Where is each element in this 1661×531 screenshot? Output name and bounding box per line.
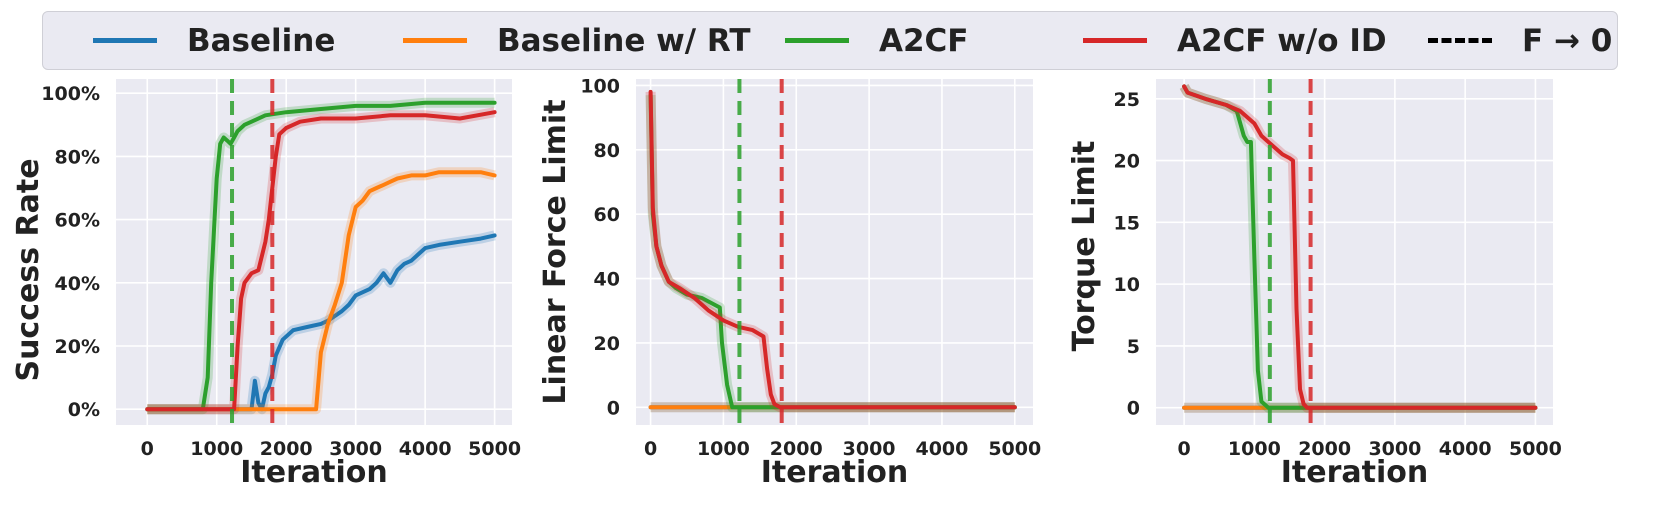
y-tick-label: 0% bbox=[68, 399, 100, 421]
series-line bbox=[145, 233, 497, 412]
x-tick-label: 1000 bbox=[190, 438, 243, 460]
legend: Baseline Baseline w/ RT A2CF A2CF w/o ID F →… bbox=[42, 11, 1618, 70]
x-tick-label: 5000 bbox=[468, 438, 521, 460]
series-line bbox=[1182, 84, 1538, 410]
y-tick-label: 80 bbox=[594, 140, 620, 162]
x-tick-label: 3000 bbox=[1368, 438, 1421, 460]
x-tick-label: 1000 bbox=[697, 438, 750, 460]
legend-item: Baseline bbox=[93, 12, 335, 69]
y-axis-label: Torque Limit bbox=[1067, 141, 1102, 352]
x-axis-label: Iteration bbox=[1281, 455, 1428, 490]
series-line bbox=[145, 100, 497, 412]
x-tick-label: 4000 bbox=[399, 438, 452, 460]
x-tick-label: 4000 bbox=[915, 438, 968, 460]
legend-label: Baseline bbox=[187, 22, 336, 59]
chart-panel-1: 0 1000 2000 3000 4000 5000 0% 20% 40% 60% 80% 100% I… bbox=[11, 79, 521, 490]
plot-background bbox=[636, 79, 1033, 425]
chart-panel-3: 0 1000 2000 3000 4000 5000 0 5 10 15 20 25 Iteration… bbox=[1067, 79, 1562, 490]
y-axis-label: Linear Force Limit bbox=[538, 99, 573, 404]
y-tick-label: 0 bbox=[1127, 398, 1140, 420]
x-tick-label: 2000 bbox=[1298, 438, 1351, 460]
x-tick-label: 1000 bbox=[1228, 438, 1281, 460]
legend-swatch bbox=[403, 38, 467, 43]
legend-item: F → 0 bbox=[1428, 12, 1612, 69]
legend-swatch bbox=[1428, 38, 1492, 43]
x-tick-label: 4000 bbox=[1439, 438, 1492, 460]
y-tick-label: 40 bbox=[594, 269, 620, 291]
x-axis-label: Iteration bbox=[761, 455, 908, 490]
x-tick-label: 3000 bbox=[843, 438, 896, 460]
legend-item: Baseline w/ RT bbox=[403, 12, 751, 69]
plot-background bbox=[1156, 79, 1553, 425]
y-tick-label: 0 bbox=[607, 397, 620, 419]
x-axis-label: Iteration bbox=[240, 455, 387, 490]
x-tick-label: 3000 bbox=[329, 438, 382, 460]
series-line bbox=[648, 89, 1017, 410]
y-tick-label: 10 bbox=[1114, 274, 1140, 296]
x-tick-label: 0 bbox=[644, 438, 657, 460]
y-tick-label: 5 bbox=[1127, 336, 1140, 358]
x-tick-label: 5000 bbox=[988, 438, 1041, 460]
y-tick-label: 20% bbox=[55, 336, 100, 358]
y-tick-label: 60 bbox=[594, 204, 620, 226]
x-tick-label: 0 bbox=[1177, 438, 1190, 460]
legend-label: Baseline w/ RT bbox=[497, 22, 751, 59]
legend-swatch bbox=[1083, 38, 1147, 43]
legend-label: A2CF w/o ID bbox=[1177, 22, 1387, 59]
plot-background bbox=[116, 79, 512, 425]
chart-panel-2: 0 1000 2000 3000 4000 5000 0 20 40 60 80 100 Iterati… bbox=[538, 75, 1041, 490]
y-tick-label: 40% bbox=[55, 273, 100, 295]
y-axis-label: Success Rate bbox=[11, 158, 46, 381]
legend-label: A2CF bbox=[879, 22, 969, 59]
x-tick-label: 2000 bbox=[260, 438, 313, 460]
y-tick-label: 20 bbox=[594, 333, 620, 355]
legend-item: A2CF bbox=[785, 12, 969, 69]
y-tick-label: 80% bbox=[55, 146, 100, 168]
x-tick-label: 0 bbox=[141, 438, 154, 460]
y-tick-label: 15 bbox=[1114, 212, 1140, 234]
legend-label: F → 0 bbox=[1522, 22, 1613, 59]
x-tick-label: 5000 bbox=[1509, 438, 1562, 460]
y-tick-label: 20 bbox=[1114, 151, 1140, 173]
x-tick-label: 2000 bbox=[770, 438, 823, 460]
legend-swatch bbox=[785, 38, 849, 43]
y-tick-label: 60% bbox=[55, 210, 100, 232]
series-line bbox=[145, 170, 497, 412]
y-tick-label: 100 bbox=[580, 75, 620, 97]
y-tick-label: 100% bbox=[41, 83, 100, 105]
legend-item: A2CF w/o ID bbox=[1083, 12, 1387, 69]
y-tick-label: 25 bbox=[1114, 89, 1140, 111]
legend-swatch bbox=[93, 38, 157, 43]
